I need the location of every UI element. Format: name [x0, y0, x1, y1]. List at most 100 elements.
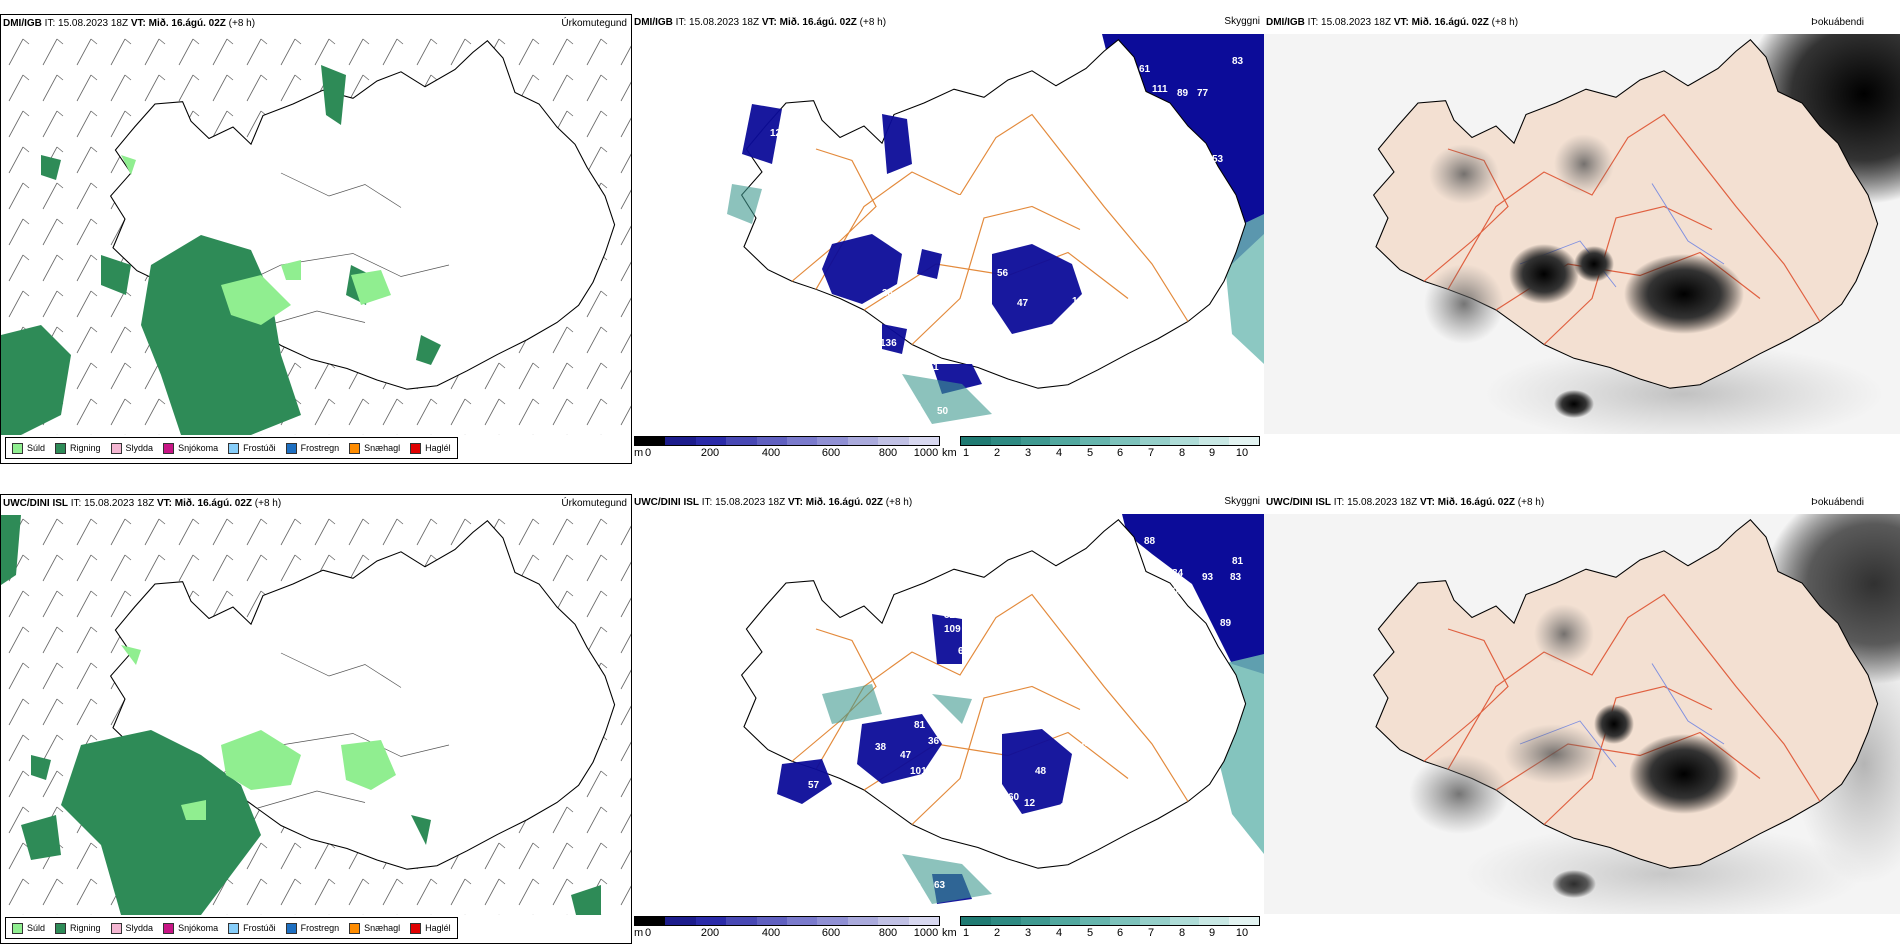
- scale-tick: 800: [878, 447, 898, 459]
- scale-tick: 5: [1086, 447, 1094, 459]
- cloud-label: 109: [944, 624, 961, 635]
- cloud-label: 71: [1210, 221, 1222, 232]
- cloud-label: 47: [1017, 298, 1029, 309]
- visibility-map: 61 50 111 89 77 83 89 71 68 53 61 71 38 …: [632, 34, 1264, 434]
- cloud-label: 48: [1035, 766, 1047, 777]
- cloud-label: 38: [942, 266, 954, 277]
- cloud-label: 36: [928, 736, 940, 747]
- scale-tick: 10: [1235, 927, 1249, 939]
- cloud-label: 88: [1144, 536, 1156, 547]
- cloud-label: 45: [1060, 346, 1072, 357]
- legend-item-rain: Rigning: [55, 442, 101, 454]
- legend-item-snow-pellets: Snæhagl: [349, 442, 400, 454]
- scale-tick: 400: [761, 927, 781, 939]
- legend-item-freezing-rain: Frostregn: [285, 442, 339, 454]
- scale-tick: 600: [821, 447, 841, 459]
- scale-tick: 8: [1178, 927, 1186, 939]
- cloud-label: 151: [922, 362, 939, 373]
- cloud-label: 61: [1139, 64, 1151, 75]
- cloud-label: 40: [1082, 738, 1094, 749]
- scale-tick: 5: [1086, 927, 1094, 939]
- scale-tick: 0: [644, 927, 652, 939]
- precip-type-panel-bottom: UWC/DINI ISL IT: 15.08.2023 18Z VT: Mið.…: [0, 494, 632, 944]
- scale-tick: 3: [1024, 927, 1032, 939]
- legend-item-sleet: Slydda: [110, 442, 153, 454]
- scale-tick: 9: [1208, 927, 1216, 939]
- scale-tick: 2: [993, 447, 1001, 459]
- cloud-label: 136: [880, 338, 897, 349]
- panel-title: Skyggni: [1224, 16, 1260, 27]
- cloud-label: 41: [830, 764, 842, 775]
- cloud-label: 89: [1154, 104, 1166, 115]
- cloud-label: 78: [894, 386, 906, 397]
- legend-item-drizzle: Súld: [12, 922, 45, 934]
- visibility-scale: km 1 2 3 4 5 6 7 8 9 10: [942, 916, 1260, 942]
- cloud-label: 56: [997, 268, 1009, 279]
- cloud-label: 81: [1232, 556, 1244, 567]
- cloud-label: 38: [882, 288, 894, 299]
- cloud-label: 71: [992, 812, 1004, 823]
- scale-tick: 1: [962, 927, 970, 939]
- panel-header: DMI/IGB IT: 15.08.2023 18Z VT: Mið. 16.á…: [634, 17, 887, 28]
- cloud-label: 84: [1172, 568, 1184, 579]
- visibility-panel-top: DMI/IGB IT: 15.08.2023 18Z VT: Mið. 16.á…: [632, 14, 1264, 464]
- cloud-label: 63: [934, 880, 946, 891]
- cloud-label: 51: [804, 811, 816, 822]
- scale-tick: 3: [1024, 447, 1032, 459]
- cloud-label: 263: [977, 384, 994, 395]
- scale-tick: 1000: [913, 927, 939, 939]
- fog-index-map: [1264, 34, 1900, 434]
- cloud-label: 47: [900, 750, 912, 761]
- scale-tick: 4: [1055, 447, 1063, 459]
- legend-item-snow: Snjókoma: [163, 442, 218, 454]
- fog-index-panel-bottom: UWC/DINI ISL IT: 15.08.2023 18Z VT: Mið.…: [1264, 494, 1900, 944]
- scale-tick: 800: [878, 927, 898, 939]
- cloud-label: 12: [770, 128, 782, 139]
- scale-tick: 200: [700, 447, 720, 459]
- cloud-label: 40: [1044, 332, 1056, 343]
- scale-tick: 0: [644, 447, 652, 459]
- cloud-base-scale: m 0 200 400 600 800 1000: [634, 916, 940, 942]
- scale-tick: 6: [1116, 927, 1124, 939]
- cloud-label: 12: [1024, 798, 1036, 809]
- panel-title: Þokuábendi: [1811, 497, 1864, 508]
- cloud-label: 42: [857, 326, 869, 337]
- panel-title: Úrkomutegund: [561, 498, 627, 509]
- cloud-label: 53: [1212, 154, 1224, 165]
- cloud-label: 51: [1107, 306, 1119, 317]
- scale-tick: 2: [993, 927, 1001, 939]
- cloud-label: 53: [994, 724, 1006, 735]
- cloud-label: 89: [1177, 88, 1189, 99]
- precip-map: [1, 35, 631, 435]
- panel-header: UWC/DINI ISL IT: 15.08.2023 18Z VT: Mið.…: [1266, 497, 1545, 508]
- panel-title: Skyggni: [1224, 496, 1260, 507]
- cloud-label: 89: [1220, 618, 1232, 629]
- cloud-label: 77: [1197, 88, 1209, 99]
- cloud-label: 72: [807, 326, 819, 337]
- legend-item-freezing-drizzle: Frostúði: [228, 922, 276, 934]
- legend-item-freezing-drizzle: Frostúði: [228, 442, 276, 454]
- cloud-label: 33: [910, 402, 922, 413]
- cloud-label: 53: [832, 316, 844, 327]
- scale-tick: 9: [1208, 447, 1216, 459]
- fog-index-panel-top: DMI/IGB IT: 15.08.2023 18Z VT: Mið. 16.á…: [1264, 14, 1900, 464]
- legend-item-hail: Haglél: [410, 442, 451, 454]
- legend-item-freezing-rain: Frostregn: [285, 922, 339, 934]
- scale-unit: m: [634, 927, 644, 939]
- visibility-scale: km 1 2 3 4 5 6 7 8 9 10: [942, 436, 1260, 462]
- legend-item-snow-pellets: Snæhagl: [349, 922, 400, 934]
- cloud-label: 60: [1008, 792, 1020, 803]
- cloud-label: 83: [1232, 56, 1244, 67]
- cloud-label: 39: [944, 718, 956, 729]
- scale-tick: 1: [962, 447, 970, 459]
- cloud-label: 82: [944, 610, 956, 621]
- cloud-label: 24: [1060, 802, 1072, 813]
- legend-item-rain: Rigning: [55, 922, 101, 934]
- precip-type-panel-top: DMI/IGB IT: 15.08.2023 18Z VT: Mið. 16.á…: [0, 14, 632, 464]
- cloud-label: 68: [1157, 141, 1169, 152]
- scale-tick: 600: [821, 927, 841, 939]
- cloud-label: 82: [904, 312, 916, 323]
- legend-item-hail: Haglél: [410, 922, 451, 934]
- cloud-label: 188: [884, 792, 901, 803]
- cloud-label: 58: [822, 796, 834, 807]
